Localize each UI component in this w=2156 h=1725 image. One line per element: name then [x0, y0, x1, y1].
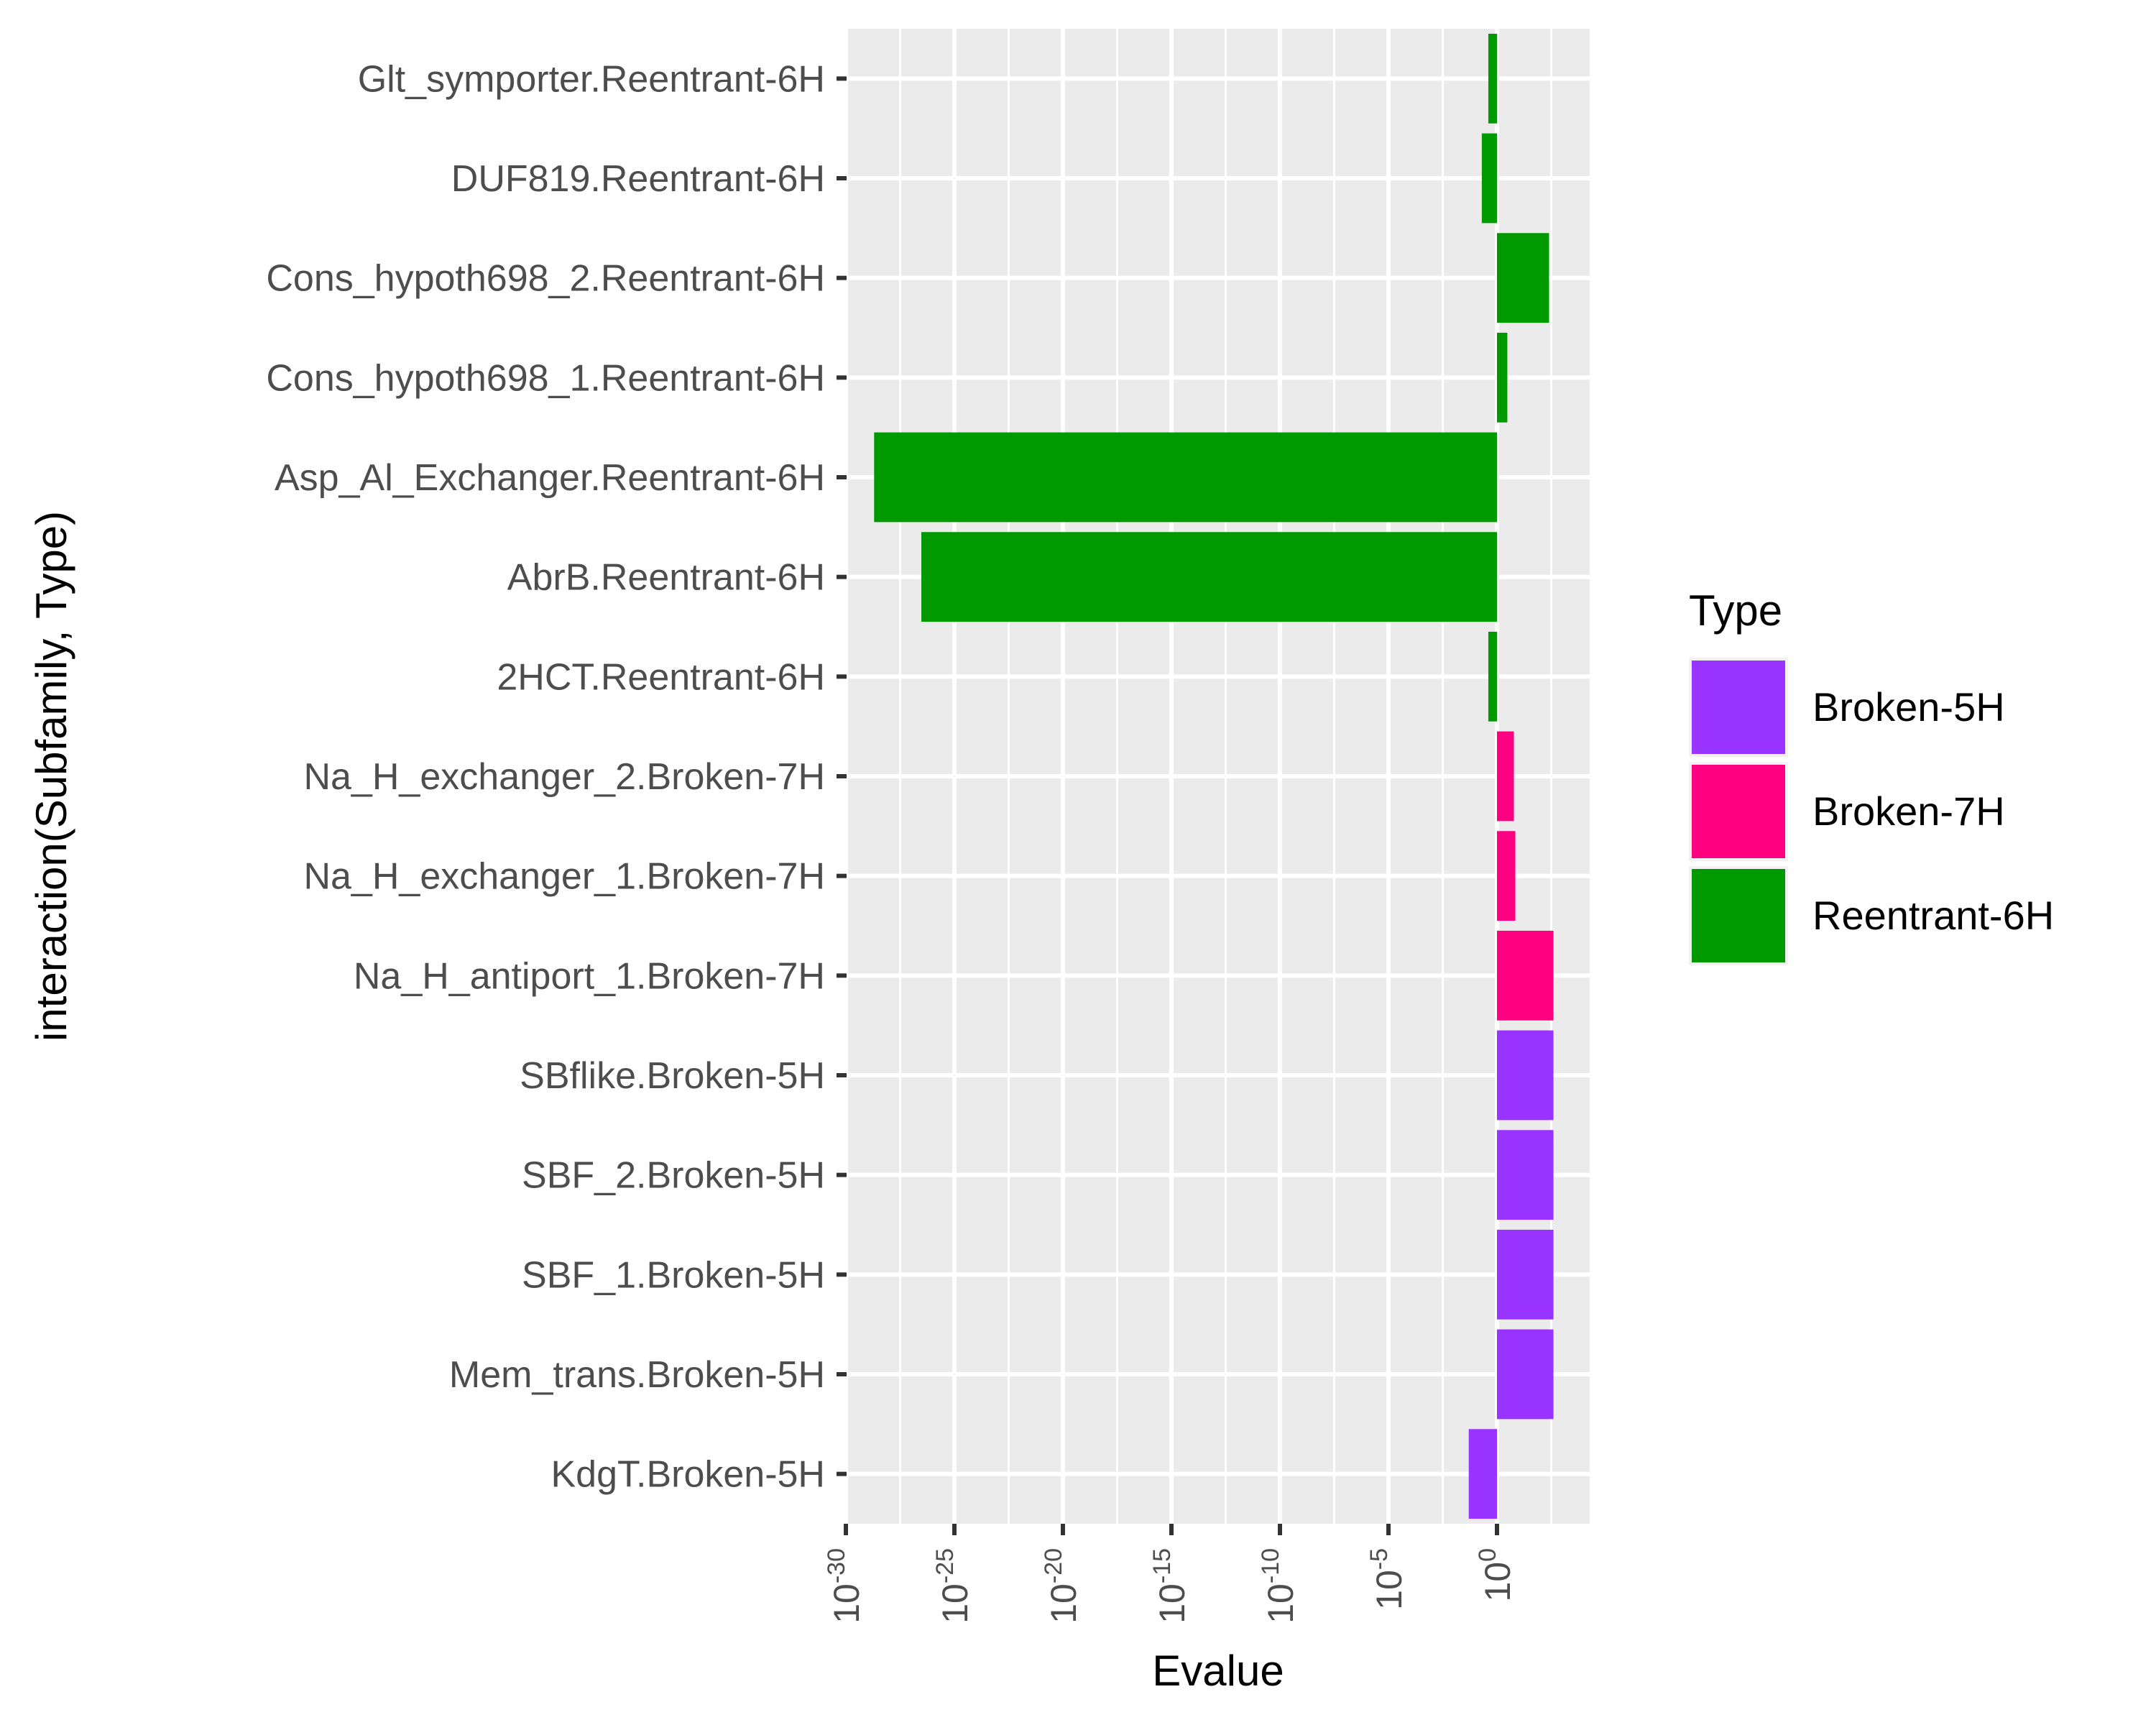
- x-axis-title: Evalue: [1152, 1647, 1284, 1695]
- legend-label: Reentrant-6H: [1812, 893, 2054, 938]
- bar: [1488, 33, 1497, 124]
- x-tick-base: 10: [1478, 1562, 1518, 1602]
- bar: [1497, 332, 1508, 423]
- x-tick-exponent: -25: [931, 1548, 959, 1583]
- x-tick-base: 10: [935, 1583, 975, 1624]
- bar: [874, 432, 1497, 523]
- x-tick-exponent: -20: [1040, 1548, 1067, 1583]
- x-tick-base: 10: [1152, 1583, 1192, 1624]
- y-tick-label: SBF_2.Broken-5H: [522, 1155, 825, 1197]
- x-tick-label: 10-5: [1365, 1548, 1409, 1610]
- x-tick-base: 10: [1261, 1583, 1301, 1624]
- x-tick-exponent: -15: [1148, 1548, 1176, 1583]
- bar: [1497, 1130, 1554, 1220]
- y-axis: Glt_symporter.Reentrant-6H DUF819.Reentra…: [266, 58, 847, 1496]
- y-tick-label: Glt_symporter.Reentrant-6H: [358, 58, 825, 100]
- y-tick-label: SBflike.Broken-5H: [520, 1055, 825, 1097]
- y-tick-label: 2HCT.Reentrant-6H: [497, 656, 825, 698]
- x-tick-label: 100: [1474, 1548, 1518, 1602]
- x-tick-base: 10: [1369, 1570, 1409, 1610]
- bars: [874, 33, 1554, 1519]
- x-tick-label: 10-10: [1257, 1548, 1301, 1624]
- x-tick-label: 10-30: [823, 1548, 867, 1624]
- y-tick-label: Cons_hypoth698_2.Reentrant-6H: [266, 258, 825, 300]
- x-tick-exponent: -5: [1365, 1548, 1393, 1570]
- y-tick-label: Mem_trans.Broken-5H: [449, 1354, 825, 1396]
- x-tick-base: 10: [1044, 1583, 1084, 1624]
- bar: [1497, 831, 1516, 921]
- y-tick-label: Asp_Al_Exchanger.Reentrant-6H: [275, 457, 825, 499]
- legend-key-swatch: [1692, 661, 1785, 754]
- bar: [1488, 631, 1497, 722]
- x-tick-exponent: -30: [823, 1548, 850, 1583]
- y-tick-label: SBF_1.Broken-5H: [522, 1254, 825, 1296]
- bar: [1497, 1030, 1554, 1121]
- x-tick-exponent: 0: [1474, 1548, 1501, 1562]
- bar: [1497, 731, 1514, 822]
- x-tick-label: 10-15: [1148, 1548, 1192, 1624]
- y-tick-label: DUF819.Reentrant-6H: [451, 158, 825, 200]
- legend-key-swatch: [1692, 765, 1785, 858]
- y-tick-label: KdgT.Broken-5H: [550, 1454, 825, 1496]
- x-tick-exponent: -10: [1257, 1548, 1284, 1583]
- y-tick-label: Na_H_antiport_1.Broken-7H: [354, 955, 825, 997]
- legend-label: Broken-5H: [1812, 684, 2005, 730]
- bar: [921, 532, 1497, 622]
- bar: [1497, 233, 1549, 323]
- legend-label: Broken-7H: [1812, 788, 2005, 834]
- y-tick-label: Na_H_exchanger_1.Broken-7H: [303, 856, 825, 898]
- bar: [1497, 1329, 1554, 1420]
- bar: [1497, 1229, 1554, 1320]
- y-tick-label: Na_H_exchanger_2.Broken-7H: [303, 756, 825, 798]
- legend-key-swatch: [1692, 869, 1785, 962]
- legend: Type Broken-5H Broken-7H Reentrant-6H: [1689, 586, 2054, 965]
- bar: [1497, 930, 1554, 1021]
- x-tick-label: 10-25: [931, 1548, 975, 1624]
- y-axis-title: interaction(Subfamily, Type): [27, 511, 75, 1041]
- y-tick-label: AbrB.Reentrant-6H: [507, 557, 825, 599]
- x-tick-base: 10: [826, 1583, 867, 1624]
- legend-title: Type: [1689, 586, 1782, 635]
- bar: [1468, 1429, 1497, 1519]
- y-tick-label: Cons_hypoth698_1.Reentrant-6H: [266, 357, 825, 399]
- x-tick-label: 10-20: [1040, 1548, 1084, 1624]
- bar: [1481, 133, 1497, 224]
